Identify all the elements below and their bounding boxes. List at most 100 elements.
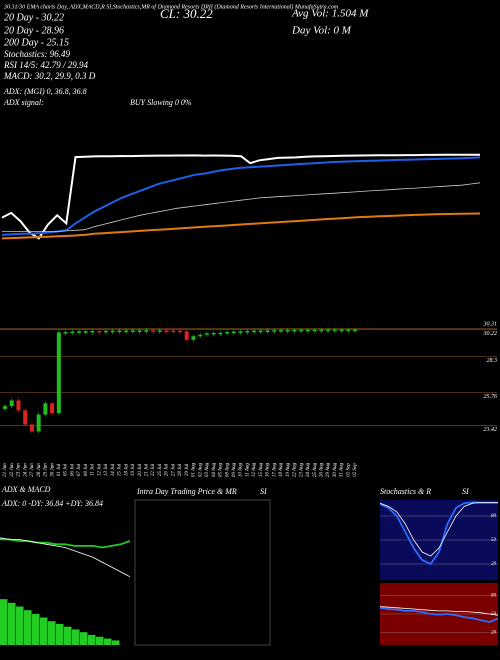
bar bbox=[88, 634, 96, 645]
x-tick-label: 30 Jun bbox=[50, 463, 55, 477]
candle bbox=[70, 331, 75, 334]
indicator-text: Stochastics: 96.49 bbox=[4, 49, 70, 59]
candle bbox=[211, 332, 216, 335]
candle bbox=[353, 329, 357, 332]
price-line bbox=[2, 182, 481, 232]
indicator-text: 20 Day - 28.96 bbox=[4, 25, 64, 36]
indicator-line bbox=[379, 502, 498, 557]
panel-title: Stochastics & R bbox=[380, 487, 431, 496]
candle bbox=[252, 330, 257, 333]
candle bbox=[83, 331, 88, 333]
candle bbox=[285, 330, 290, 332]
x-tick-label: 28 Jun bbox=[37, 463, 42, 477]
x-tick-label: 19 Jul bbox=[131, 463, 136, 476]
x-tick-label: 25 Jul bbox=[158, 463, 163, 476]
close-label: CL: 30.22 bbox=[160, 6, 213, 21]
x-tick-label: 29 Jul bbox=[185, 463, 190, 476]
indicator-line bbox=[379, 606, 499, 624]
panel-subtitle: ADX: 0 -DY: 36.84 +DY: 36.84 bbox=[1, 499, 103, 508]
candle bbox=[90, 331, 95, 333]
indicator-text: 20 Day - 30.22 bbox=[4, 12, 64, 23]
bar bbox=[16, 606, 24, 645]
x-tick-label: 04 Aug bbox=[212, 462, 217, 477]
x-tick-label: 23 Aug bbox=[299, 462, 304, 477]
x-tick-label: 31 Aug bbox=[340, 462, 345, 477]
candle bbox=[137, 330, 142, 332]
x-tick-label: 26 Aug bbox=[319, 462, 324, 477]
candle bbox=[151, 330, 156, 332]
candle bbox=[103, 330, 108, 333]
x-tick-label: 22 Jun bbox=[10, 463, 15, 477]
indicator-line bbox=[0, 537, 131, 578]
x-tick-label: 11 Jul bbox=[91, 463, 96, 476]
x-tick-label: 05 Aug bbox=[219, 462, 224, 477]
candle bbox=[292, 330, 297, 332]
candle bbox=[43, 403, 48, 415]
x-tick-label: 10 Aug bbox=[239, 462, 244, 477]
y-tick-label: 30.31 bbox=[483, 322, 498, 328]
y-tick-label: 80 bbox=[491, 514, 497, 519]
indicator-text: 200 Day - 25.15 bbox=[4, 37, 69, 48]
bar bbox=[72, 629, 80, 645]
candle bbox=[16, 400, 21, 411]
candle bbox=[56, 332, 61, 414]
bar bbox=[40, 617, 48, 645]
bar bbox=[48, 621, 56, 645]
candle bbox=[238, 331, 243, 333]
x-tick-label: 22 Jul bbox=[151, 463, 156, 476]
indicator-text: ADX: (MGI) 0, 36.8, 36.8 bbox=[3, 87, 87, 96]
x-tick-label: 13 Jul bbox=[104, 463, 109, 476]
x-tick-label: 11 Aug bbox=[245, 463, 250, 477]
indicator-line bbox=[0, 538, 131, 549]
candle bbox=[9, 400, 14, 407]
candle bbox=[299, 329, 304, 332]
candle bbox=[191, 336, 196, 340]
x-tick-label: 25 Aug bbox=[313, 462, 318, 477]
candle bbox=[77, 331, 82, 333]
candle bbox=[319, 329, 324, 332]
candle bbox=[198, 334, 203, 337]
candle bbox=[326, 329, 331, 332]
bar bbox=[80, 632, 88, 645]
candle bbox=[218, 332, 223, 335]
y-tick-label: 80 bbox=[491, 594, 497, 599]
indicator-text: RSI 14/5: 42.79 / 29.94 bbox=[3, 60, 88, 70]
y-tick-label: 28.3 bbox=[487, 358, 498, 364]
candle bbox=[164, 330, 169, 332]
bar bbox=[0, 599, 8, 645]
x-tick-label: 21 Jul bbox=[144, 463, 149, 476]
candle bbox=[346, 329, 351, 332]
price-line bbox=[1, 156, 481, 236]
candle bbox=[97, 331, 102, 333]
x-tick-label: 18 Aug bbox=[279, 462, 284, 477]
x-tick-label: 15 Aug bbox=[259, 462, 264, 477]
intraday-frame bbox=[134, 499, 271, 646]
y-tick-label: 23.42 bbox=[484, 426, 498, 433]
candle bbox=[278, 330, 283, 332]
x-tick-label: 29 Aug bbox=[326, 462, 331, 477]
candle bbox=[144, 330, 149, 332]
candle bbox=[3, 406, 7, 409]
panel-title: SI bbox=[260, 487, 267, 496]
x-tick-label: 08 Aug bbox=[225, 462, 230, 477]
indicator-text: BUY Slowing 0 0% bbox=[130, 98, 192, 107]
price-line bbox=[1, 153, 480, 240]
header: 30.31/30 EMA charts Day, ADX,MACD,R SI,S… bbox=[3, 3, 339, 10]
x-tick-label: 16 Aug bbox=[266, 462, 271, 477]
bar bbox=[24, 610, 32, 645]
x-tick-label: 27 Jun bbox=[30, 463, 35, 477]
candle bbox=[110, 330, 115, 333]
candle bbox=[204, 333, 209, 335]
x-tick-label: 01 Jul bbox=[57, 463, 62, 476]
x-tick-label: 20 Jul bbox=[138, 463, 143, 476]
x-tick-label: 29 Jun bbox=[44, 463, 49, 477]
x-tick-label: 24 Jun bbox=[23, 463, 28, 477]
x-tick-label: 26 Jul bbox=[165, 463, 170, 476]
bar bbox=[8, 602, 16, 645]
x-tick-label: 02 Aug bbox=[198, 462, 203, 477]
panel-title: ADX & MACD bbox=[1, 485, 51, 494]
candle bbox=[231, 331, 236, 334]
y-tick-label: 20 bbox=[491, 562, 497, 567]
indicator-line bbox=[379, 606, 499, 616]
